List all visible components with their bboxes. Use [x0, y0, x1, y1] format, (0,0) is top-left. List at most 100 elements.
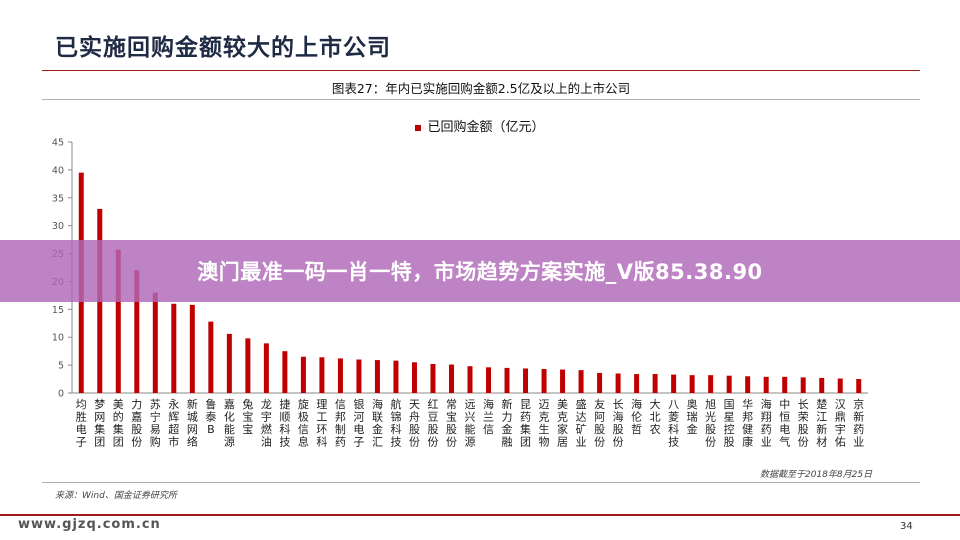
x-tick-label: 旋极信息 — [298, 397, 309, 449]
x-tick-label: 长海股份 — [613, 398, 624, 449]
x-tick-label: 迈克生物 — [539, 398, 550, 449]
y-tick-label: 5 — [58, 361, 64, 372]
bar — [263, 343, 269, 393]
x-tick-label: 鲁泰 B — [205, 397, 216, 436]
x-tick-label: 长荣股份 — [798, 398, 809, 449]
bar — [541, 369, 547, 393]
x-tick-label: 友阿股份 — [594, 397, 605, 449]
x-tick-label: 银河电子 — [353, 397, 364, 449]
x-tick-label: 理工环科 — [316, 398, 327, 449]
bar — [115, 249, 121, 393]
y-tick-label: 15 — [52, 305, 64, 316]
bar — [393, 360, 399, 393]
y-tick-label: 30 — [52, 221, 64, 232]
bar — [467, 366, 473, 393]
bar — [300, 356, 306, 393]
x-tick-label: 奥瑞金 — [687, 397, 698, 436]
x-tick-label: 盛达矿业 — [576, 397, 587, 449]
x-tick-label: 常宝股份 — [446, 398, 457, 449]
bar — [356, 359, 362, 393]
bar — [708, 375, 714, 393]
y-tick-label: 45 — [52, 138, 64, 149]
bar — [763, 376, 769, 393]
bar — [448, 364, 454, 393]
chart-caption: 图表27：年内已实施回购金额2.5亿及以上的上市公司 — [331, 81, 631, 96]
y-tick-label: 40 — [52, 165, 64, 176]
x-tick-label: 捷顺科技 — [279, 397, 290, 449]
y-tick-label: 0 — [58, 389, 64, 400]
bar — [800, 377, 806, 393]
x-tick-label: 信邦制药 — [335, 398, 346, 449]
bar — [337, 358, 343, 393]
caption-divider — [42, 99, 920, 100]
x-tick-label: 新力金融 — [502, 397, 513, 449]
bar — [374, 360, 380, 393]
source-note: 来源：Wind、国金证券研究所 — [55, 491, 177, 501]
bar — [634, 374, 640, 393]
bar — [745, 376, 751, 393]
slide-title: 已实施回购金额较大的上市公司 — [55, 35, 391, 61]
bar — [486, 367, 492, 393]
bar — [671, 374, 677, 393]
bar — [578, 370, 584, 393]
chart-legend: 已回购金额（亿元） — [0, 116, 960, 135]
bar — [689, 375, 695, 393]
bar — [189, 304, 195, 393]
x-tick-label: 航锦科技 — [390, 397, 401, 449]
bar — [208, 321, 214, 393]
x-tick-label: 均胜电子 — [76, 398, 87, 449]
x-tick-label: 远兴能源 — [465, 398, 476, 449]
bar — [819, 377, 825, 393]
x-tick-label: 旭光股份 — [705, 397, 716, 449]
x-tick-label: 京新药业 — [853, 397, 864, 449]
bottom-divider — [0, 514, 960, 516]
bar — [134, 270, 140, 393]
x-tick-label: 八菱科技 — [668, 398, 679, 449]
bar — [504, 367, 510, 393]
overlay-banner: 澳门最准一码一肖一特，市场趋势方案实施_V版85.38.90 — [0, 240, 960, 302]
bar — [856, 379, 862, 393]
bar — [560, 369, 566, 393]
x-tick-label: 新城网络 — [187, 397, 198, 449]
data-date-note: 数据截至于2018年8月25日 — [760, 470, 873, 480]
x-tick-label: 海联金汇 — [372, 397, 383, 449]
bar — [171, 303, 177, 393]
x-tick-label: 嘉化能源 — [224, 397, 235, 449]
x-tick-label: 海伦哲 — [631, 397, 642, 436]
x-tick-label: 国星控股 — [724, 398, 735, 449]
x-tick-label: 昆药集团 — [520, 398, 531, 449]
x-tick-label: 苏宁易购 — [150, 398, 161, 449]
y-tick-label: 10 — [52, 333, 64, 344]
x-tick-label: 力嘉股份 — [131, 398, 142, 449]
x-tick-label: 红豆股份 — [427, 398, 438, 449]
bar — [523, 368, 529, 393]
site-watermark: www.gjzq.com.cn — [18, 517, 161, 532]
x-tick-label: 海兰信 — [483, 397, 494, 436]
legend-label: 已回购金额（亿元） — [427, 120, 545, 135]
bar — [652, 374, 658, 393]
bar — [411, 362, 417, 393]
bar — [319, 357, 325, 393]
legend-swatch — [415, 124, 422, 131]
x-tick-label: 美克家居 — [557, 398, 568, 449]
footer-divider — [42, 482, 920, 483]
bar — [615, 373, 621, 393]
x-tick-label: 中恒电气 — [779, 398, 790, 449]
x-tick-label: 天舟股份 — [409, 398, 420, 449]
bar — [282, 351, 288, 393]
x-tick-label: 海翔药业 — [761, 397, 772, 449]
x-tick-label: 汉鼎宇佑 — [835, 398, 846, 449]
bar — [245, 338, 251, 393]
x-tick-label: 龙宇燃油 — [261, 398, 272, 449]
x-tick-label: 大北农 — [650, 397, 661, 436]
bar — [597, 372, 603, 393]
bar — [226, 333, 232, 393]
bar — [152, 292, 158, 393]
x-tick-label: 美的集团 — [113, 398, 124, 449]
bar — [837, 378, 843, 393]
bar — [430, 364, 436, 393]
x-tick-label: 梦网集团 — [94, 398, 105, 449]
x-tick-label: 永辉超市 — [168, 397, 179, 449]
y-tick-label: 35 — [52, 193, 64, 204]
